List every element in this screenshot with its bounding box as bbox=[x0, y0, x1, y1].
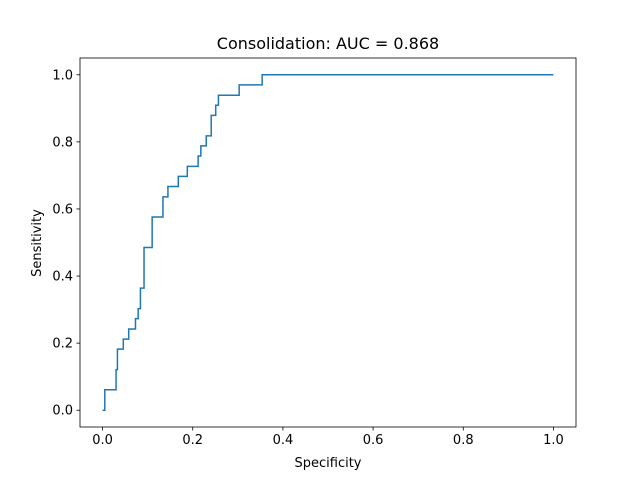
y-tick-label: 0.4 bbox=[52, 270, 73, 285]
plot-area: 0.0 0.2 0.4 0.6 0.8 1.0 0.0 0.2 0.4 0.6 0.8 1.0 bbox=[52, 57, 577, 448]
chart-title: Consolidation: AUC = 0.868 bbox=[217, 34, 439, 53]
x-tick-label: 0.2 bbox=[182, 433, 203, 448]
roc-curve-line bbox=[102, 74, 554, 411]
y-tick-label: 0.6 bbox=[52, 202, 73, 217]
x-tick-label: 0.6 bbox=[363, 433, 384, 448]
y-tick-label: 1.0 bbox=[52, 68, 73, 83]
x-axis-label: Specificity bbox=[295, 456, 362, 471]
x-tick-label: 0.4 bbox=[273, 433, 294, 448]
y-tick-label: 0.2 bbox=[52, 337, 73, 352]
x-tick-label: 1.0 bbox=[543, 433, 564, 448]
x-tick-label: 0.8 bbox=[453, 433, 474, 448]
axes-frame bbox=[79, 57, 577, 428]
y-axis-label: Sensitivity bbox=[30, 209, 45, 277]
x-tick-label: 0.0 bbox=[92, 433, 113, 448]
y-tick-label: 0.0 bbox=[52, 404, 73, 419]
y-tick-label: 0.8 bbox=[52, 135, 73, 150]
